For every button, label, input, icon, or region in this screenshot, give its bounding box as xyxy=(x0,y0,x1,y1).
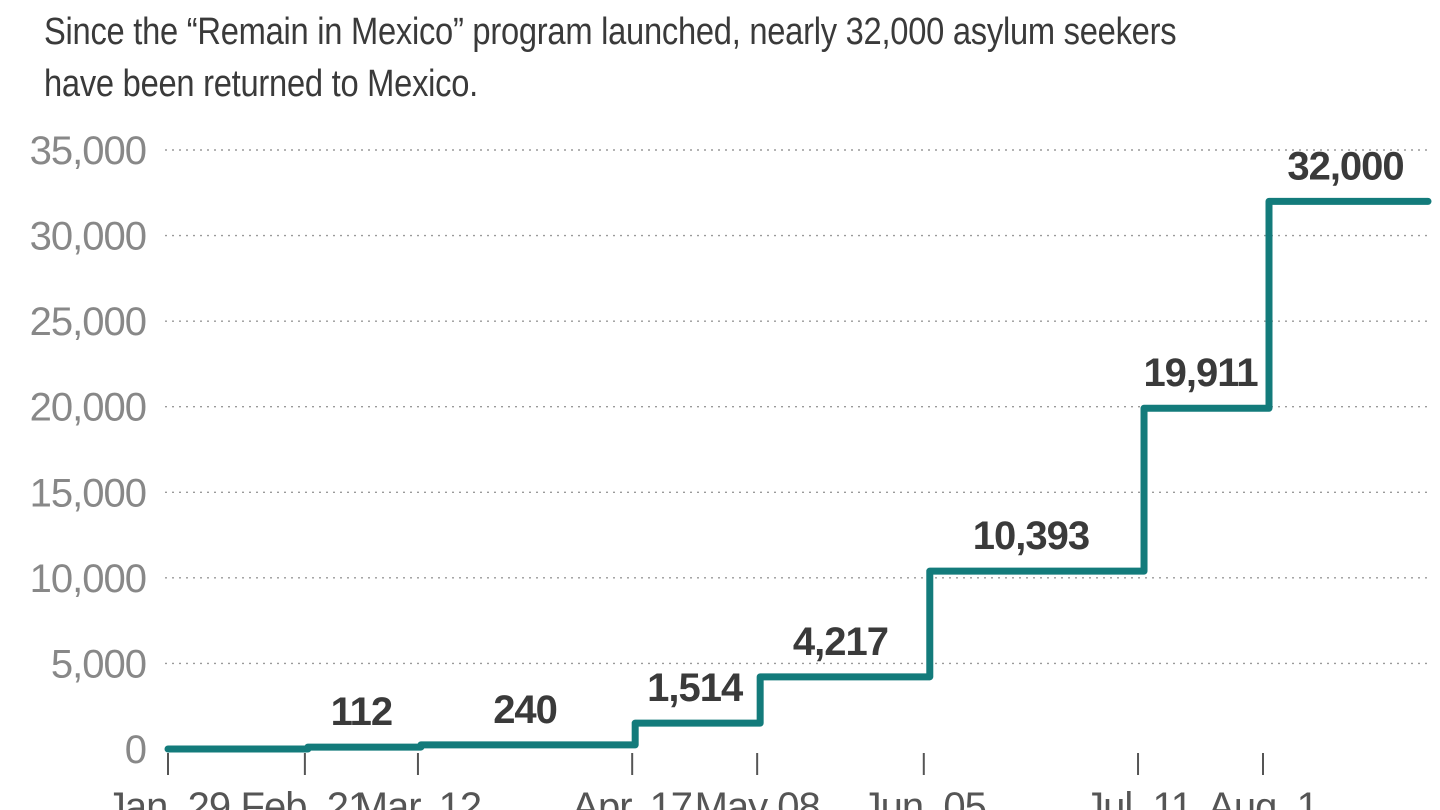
x-tick-label: Aug. 1 xyxy=(1208,785,1318,810)
y-tick-label: 35,000 xyxy=(30,129,146,173)
data-label: 10,393 xyxy=(973,514,1089,558)
y-tick-label: 0 xyxy=(125,728,146,772)
y-tick-label: 25,000 xyxy=(30,300,146,344)
x-tick-label: Feb. 21 xyxy=(241,785,370,810)
y-tick-label: 5,000 xyxy=(51,642,146,686)
x-tick-label: Jun. 05 xyxy=(862,785,986,810)
chart-subtitle: Since the “Remain in Mexico” program lau… xyxy=(44,11,1177,105)
data-label: 32,000 xyxy=(1287,144,1403,188)
data-label: 19,911 xyxy=(1143,351,1258,395)
data-label: 4,217 xyxy=(793,620,888,664)
x-tick-label: Mar. 12 xyxy=(355,785,481,810)
y-tick-label: 30,000 xyxy=(30,215,146,259)
data-label: 112 xyxy=(331,690,393,734)
x-tick-label: Jan. 29 xyxy=(106,785,230,810)
y-tick-label: 20,000 xyxy=(30,386,146,430)
x-tick-label: Apr. 17 xyxy=(572,785,692,810)
x-tick-label: Jul. 11 xyxy=(1084,785,1192,810)
x-tick-label: May 08 xyxy=(695,785,820,810)
data-label: 240 xyxy=(493,688,557,732)
series-step-line xyxy=(164,197,1432,753)
y-tick-label: 15,000 xyxy=(30,471,146,515)
y-tick-label: 10,000 xyxy=(30,557,146,601)
data-label: 1,514 xyxy=(647,666,744,710)
